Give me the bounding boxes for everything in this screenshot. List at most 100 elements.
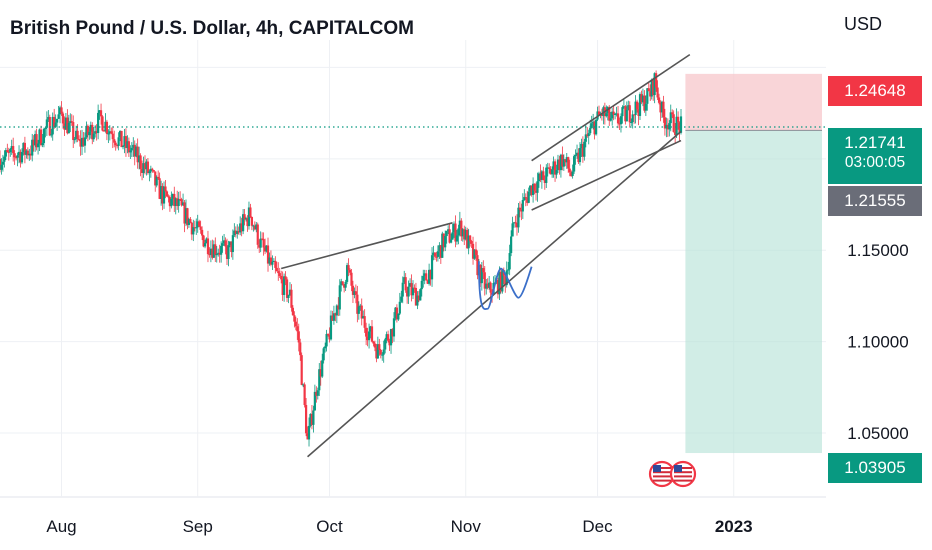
event-markers[interactable] (648, 460, 697, 488)
candle-body (211, 248, 214, 258)
candle-body (9, 149, 12, 153)
candle-body (184, 208, 188, 224)
candle-body (300, 355, 303, 385)
candle-body (70, 121, 73, 123)
candle-body (473, 249, 476, 259)
candle-body (145, 161, 148, 170)
candle-body (244, 218, 248, 220)
candle-body (621, 107, 624, 117)
flag-stripe (674, 475, 692, 478)
y-tick-label: 1.10000 (847, 333, 908, 352)
candle-body (363, 316, 366, 328)
candle-body (398, 301, 401, 314)
candle-body (577, 152, 580, 163)
candle-body (0, 164, 3, 170)
candle-body (304, 404, 308, 434)
candle-body (77, 139, 81, 141)
candle-body (536, 181, 539, 193)
candle-body (436, 251, 439, 257)
candle-body (208, 254, 211, 256)
candle-body (116, 145, 119, 147)
candle-body (183, 202, 186, 224)
candle-body (652, 79, 655, 96)
candle-body (277, 271, 280, 274)
candle-body (269, 257, 273, 265)
candle-body (394, 307, 397, 319)
candle-body (392, 318, 396, 337)
candle-body (152, 170, 155, 172)
candle-body (220, 245, 223, 255)
candle-body (635, 101, 639, 110)
candle-body (510, 236, 513, 254)
candle-body (647, 88, 650, 92)
candle-body (75, 130, 78, 140)
candle-body (444, 236, 447, 248)
candle-body (306, 433, 309, 440)
candle-body (619, 116, 623, 125)
candle-body (428, 269, 431, 284)
candle-body (474, 249, 478, 256)
candle-body (54, 122, 57, 127)
candle-body (360, 305, 363, 319)
candle-body (114, 142, 117, 146)
candle-body (105, 121, 109, 134)
us-flag-icon[interactable] (669, 460, 697, 488)
candle-body (225, 246, 229, 259)
candle-body (310, 413, 314, 425)
candle-body (31, 139, 34, 156)
upper-zone (685, 73, 822, 131)
candle-body (176, 198, 179, 207)
candle-body (480, 268, 483, 284)
candle-body (452, 223, 456, 233)
currency-label: USD (844, 14, 883, 34)
candle-body (679, 116, 683, 133)
candle-body (102, 130, 106, 132)
candle-body (417, 295, 420, 301)
candle-body (416, 295, 419, 306)
candle-body (640, 94, 643, 103)
candle-body (209, 248, 212, 255)
candle-body (158, 178, 161, 199)
candle-body (281, 279, 284, 295)
candle-body (540, 171, 543, 180)
candle-body (196, 221, 199, 228)
candle-body (618, 123, 621, 125)
candle-body (121, 146, 125, 148)
trendline (307, 130, 682, 458)
candle-body (649, 91, 652, 97)
candle-body (527, 191, 530, 203)
candle-body (233, 230, 236, 236)
x-tick-label: Oct (316, 517, 343, 536)
candle-body (458, 220, 461, 229)
candle-body (88, 131, 91, 136)
chart-title: British Pound / U.S. Dollar, 4h, CAPITAL… (10, 18, 414, 39)
candle-body (201, 229, 204, 236)
candle-body (113, 139, 116, 143)
candle-body (48, 116, 51, 136)
flag-stripe (674, 467, 692, 469)
candle-body (221, 243, 224, 246)
candle-body (217, 252, 220, 254)
candle-body (80, 137, 84, 147)
candle-body (326, 334, 330, 336)
candle-body (534, 190, 538, 193)
current-price-badge: 1.21741 03:00:05 (828, 128, 922, 184)
candle-body (206, 238, 210, 255)
candle-body (499, 271, 502, 292)
candle-body (146, 161, 150, 174)
candle-body (312, 410, 315, 425)
candle-body (414, 288, 418, 306)
candle-body (461, 229, 464, 237)
candle-body (181, 202, 185, 206)
candle-body (537, 173, 541, 182)
candle-body (58, 107, 62, 115)
candle-body (234, 230, 237, 234)
candle-body (108, 131, 111, 134)
candle-body (580, 143, 583, 149)
candle-body (167, 196, 170, 198)
candle-body (375, 347, 378, 359)
candle-body (455, 235, 459, 242)
candle-body (479, 264, 482, 284)
candle-body (521, 199, 524, 212)
